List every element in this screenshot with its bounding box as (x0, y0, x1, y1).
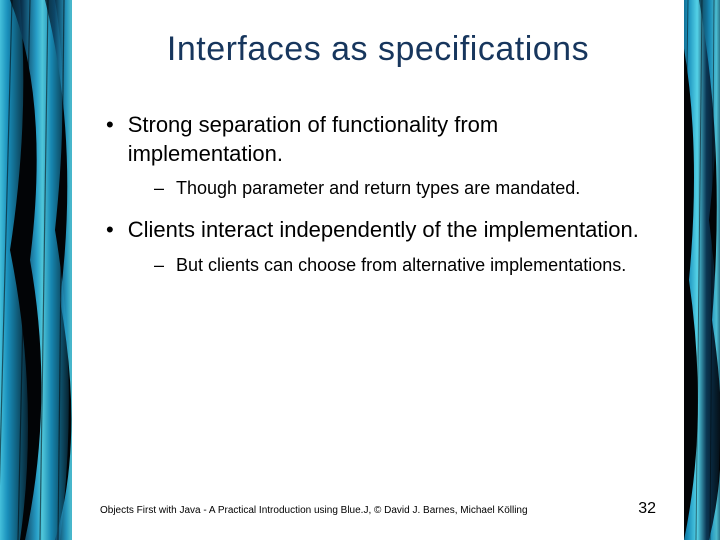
page-number: 32 (638, 500, 656, 518)
slide-title: Interfaces as specifications (100, 30, 656, 69)
bullet-text: But clients can choose from alternative … (176, 253, 626, 277)
bullet-text: Strong separation of functionality from … (128, 111, 656, 168)
bullet-marker: • (106, 216, 114, 245)
slide-body: Interfaces as specifications • Strong se… (72, 0, 684, 540)
bullet-subitem: – Though parameter and return types are … (100, 176, 656, 200)
background-strip-right (684, 0, 720, 540)
slide-footer: Objects First with Java - A Practical In… (100, 500, 656, 518)
bullet-text: Clients interact independently of the im… (128, 216, 639, 245)
bullet-item: • Clients interact independently of the … (100, 216, 656, 245)
bullet-marker: – (154, 253, 164, 277)
bullet-item: • Strong separation of functionality fro… (100, 111, 656, 168)
bullet-text: Though parameter and return types are ma… (176, 176, 580, 200)
bullet-subitem: – But clients can choose from alternativ… (100, 253, 656, 277)
bullet-marker: • (106, 111, 114, 168)
bullet-marker: – (154, 176, 164, 200)
background-strip-left (0, 0, 72, 540)
footer-citation: Objects First with Java - A Practical In… (100, 505, 528, 516)
